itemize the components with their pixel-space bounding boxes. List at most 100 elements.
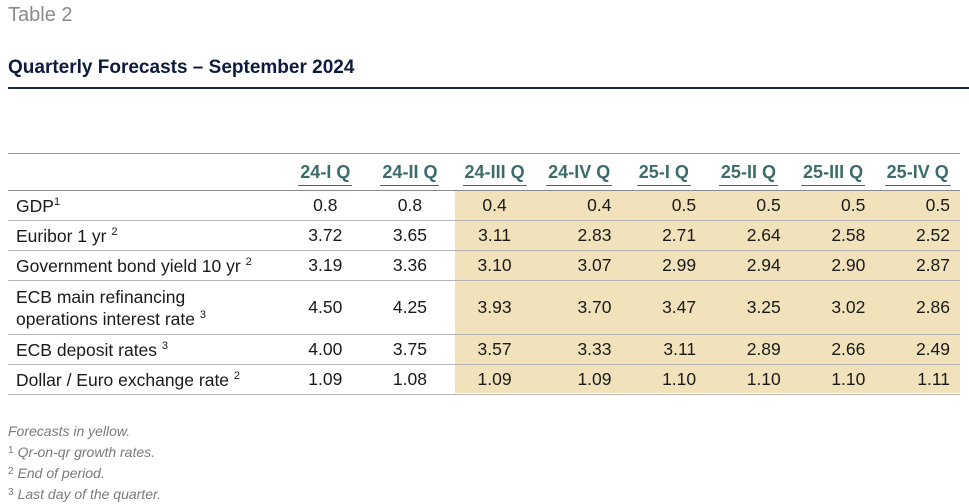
forecast-cell: 1.10 xyxy=(790,364,876,395)
row-label-text: ECB main refinancing xyxy=(16,286,186,307)
forecast-cell: 0.5 xyxy=(790,190,876,221)
value-cell: 3.75 xyxy=(367,334,453,365)
forecast-cell: 2.66 xyxy=(790,334,876,365)
column-header-label: 24-IV Q xyxy=(546,162,613,186)
forecast-cell: 3.10 xyxy=(452,250,537,281)
value-cell: 3.36 xyxy=(367,250,453,281)
row-label: Government bond yield 10 yr 2 xyxy=(8,250,283,281)
footnote-text: Last day of the quarter. xyxy=(17,486,162,502)
row-label-text-line2: operations interest rate xyxy=(16,308,195,329)
column-header-label: 25-II Q xyxy=(718,162,778,186)
column-header: 25-III Q xyxy=(791,158,876,191)
row-label: GDP1 xyxy=(8,190,283,221)
forecast-cell: 2.90 xyxy=(790,250,876,281)
header-row: 24-I Q 24-II Q 24-III Q 24-IV Q 25-I Q 2… xyxy=(8,158,960,191)
forecast-cell: 0.4 xyxy=(536,190,622,221)
forecast-cell: 0.5 xyxy=(706,190,791,221)
row-label-text: Euribor 1 yr xyxy=(16,225,107,246)
table-row: Euribor 1 yr 2 3.72 3.65 3.11 2.83 2.71 … xyxy=(8,220,960,251)
value-cell: 1.08 xyxy=(367,364,453,395)
forecast-cell: 3.25 xyxy=(706,280,791,335)
footnote-marker: 1 xyxy=(53,195,61,208)
forecast-cell: 3.07 xyxy=(536,250,622,281)
row-label: ECB deposit rates 3 xyxy=(8,334,283,365)
footnote-text: End of period. xyxy=(17,465,105,481)
row-label: ECB main refinancing operations interest … xyxy=(8,280,283,335)
column-header-label: 24-II Q xyxy=(380,162,440,186)
forecast-cell: 3.02 xyxy=(790,280,876,335)
footnote-marker: 2 xyxy=(233,369,241,382)
column-header: 25-I Q xyxy=(622,158,707,191)
forecast-cell: 1.10 xyxy=(621,364,707,395)
row-label-text: GDP xyxy=(16,195,54,216)
forecast-cell: 2.89 xyxy=(706,334,791,365)
forecast-cell: 3.70 xyxy=(536,280,622,335)
value-cell: 0.8 xyxy=(283,190,368,221)
value-cell: 3.19 xyxy=(283,250,368,281)
forecast-note: Forecasts in yellow. xyxy=(8,423,131,439)
forecast-cell: 2.58 xyxy=(790,220,876,251)
footnote-marker: 2 xyxy=(245,255,252,268)
column-header: 24-II Q xyxy=(368,158,453,191)
forecast-cell: 2.87 xyxy=(875,250,960,281)
column-header-label: 24-I Q xyxy=(298,162,353,186)
forecast-cell: 3.11 xyxy=(452,220,537,251)
footnote-marker: 3 xyxy=(199,308,206,321)
forecast-cell: 1.09 xyxy=(536,364,622,395)
value-cell: 1.09 xyxy=(283,364,368,395)
row-label: Euribor 1 yr 2 xyxy=(8,220,283,251)
footnote: 2 End of period. xyxy=(8,462,161,483)
forecast-cell: 2.64 xyxy=(706,220,791,251)
value-cell: 4.00 xyxy=(283,334,368,365)
row-label-text: ECB deposit rates xyxy=(16,339,158,360)
column-header: 25-IV Q xyxy=(875,158,960,191)
table-row: ECB main refinancing operations interest … xyxy=(8,280,960,335)
column-header-label: 25-IV Q xyxy=(884,162,951,186)
column-header-label: 25-III Q xyxy=(801,162,866,186)
forecast-cell: 3.93 xyxy=(452,280,537,335)
column-header-label: 24-III Q xyxy=(462,162,527,186)
forecast-cell: 2.83 xyxy=(536,220,622,251)
value-cell: 4.50 xyxy=(283,280,368,335)
forecast-table: 24-I Q 24-II Q 24-III Q 24-IV Q 25-I Q 2… xyxy=(8,158,960,395)
footnote-number: 2 xyxy=(8,466,14,477)
column-header: 24-I Q xyxy=(283,158,368,191)
table-label: Table 2 xyxy=(8,4,73,26)
forecast-cell: 3.57 xyxy=(452,334,537,365)
forecast-cell: 0.5 xyxy=(621,190,707,221)
title-rule xyxy=(8,87,969,89)
forecast-cell: 2.49 xyxy=(875,334,960,365)
forecast-cell: 2.94 xyxy=(706,250,791,281)
row-label-text: Government bond yield 10 yr xyxy=(16,255,241,276)
table-row: GDP1 0.8 0.8 0.4 0.4 0.5 0.5 0.5 0.5 xyxy=(8,190,960,221)
forecast-cell: 2.71 xyxy=(621,220,707,251)
footnote-marker: 3 xyxy=(161,339,169,352)
forecast-cell: 0.4 xyxy=(452,190,537,221)
column-header-label: 25-I Q xyxy=(636,162,691,186)
table-title: Quarterly Forecasts – September 2024 xyxy=(8,57,355,78)
table-notes: Forecasts in yellow. 1 Qr-on-qr growth ra… xyxy=(8,421,161,504)
column-header: 24-IV Q xyxy=(537,158,622,191)
forecast-cell: 1.10 xyxy=(706,364,791,395)
forecast-cell: 1.11 xyxy=(875,364,960,395)
footnote: 1 Qr-on-qr growth rates. xyxy=(8,441,161,462)
footnote: 3 Last day of the quarter. xyxy=(8,483,161,504)
forecast-cell: 3.47 xyxy=(621,280,707,335)
table-row: Government bond yield 10 yr 2 3.19 3.36 … xyxy=(8,250,960,281)
row-label: Dollar / Euro exchange rate 2 xyxy=(8,364,283,395)
forecast-cell: 3.33 xyxy=(536,334,622,365)
footnote-marker: 2 xyxy=(111,225,118,238)
label-header xyxy=(8,158,283,191)
column-header: 24-III Q xyxy=(452,158,537,191)
row-label-text: Dollar / Euro exchange rate xyxy=(16,369,230,390)
forecast-cell: 1.09 xyxy=(452,364,537,395)
footnote-text: Qr-on-qr growth rates. xyxy=(17,444,156,460)
forecast-cell: 2.52 xyxy=(875,220,960,251)
column-header: 25-II Q xyxy=(706,158,791,191)
value-cell: 3.72 xyxy=(283,220,368,251)
forecast-cell: 2.86 xyxy=(875,280,960,335)
table-row: Dollar / Euro exchange rate 2 1.09 1.08 … xyxy=(8,364,960,395)
forecast-cell: 0.5 xyxy=(875,190,960,221)
value-cell: 0.8 xyxy=(367,190,453,221)
footnote-number: 3 xyxy=(8,487,14,498)
